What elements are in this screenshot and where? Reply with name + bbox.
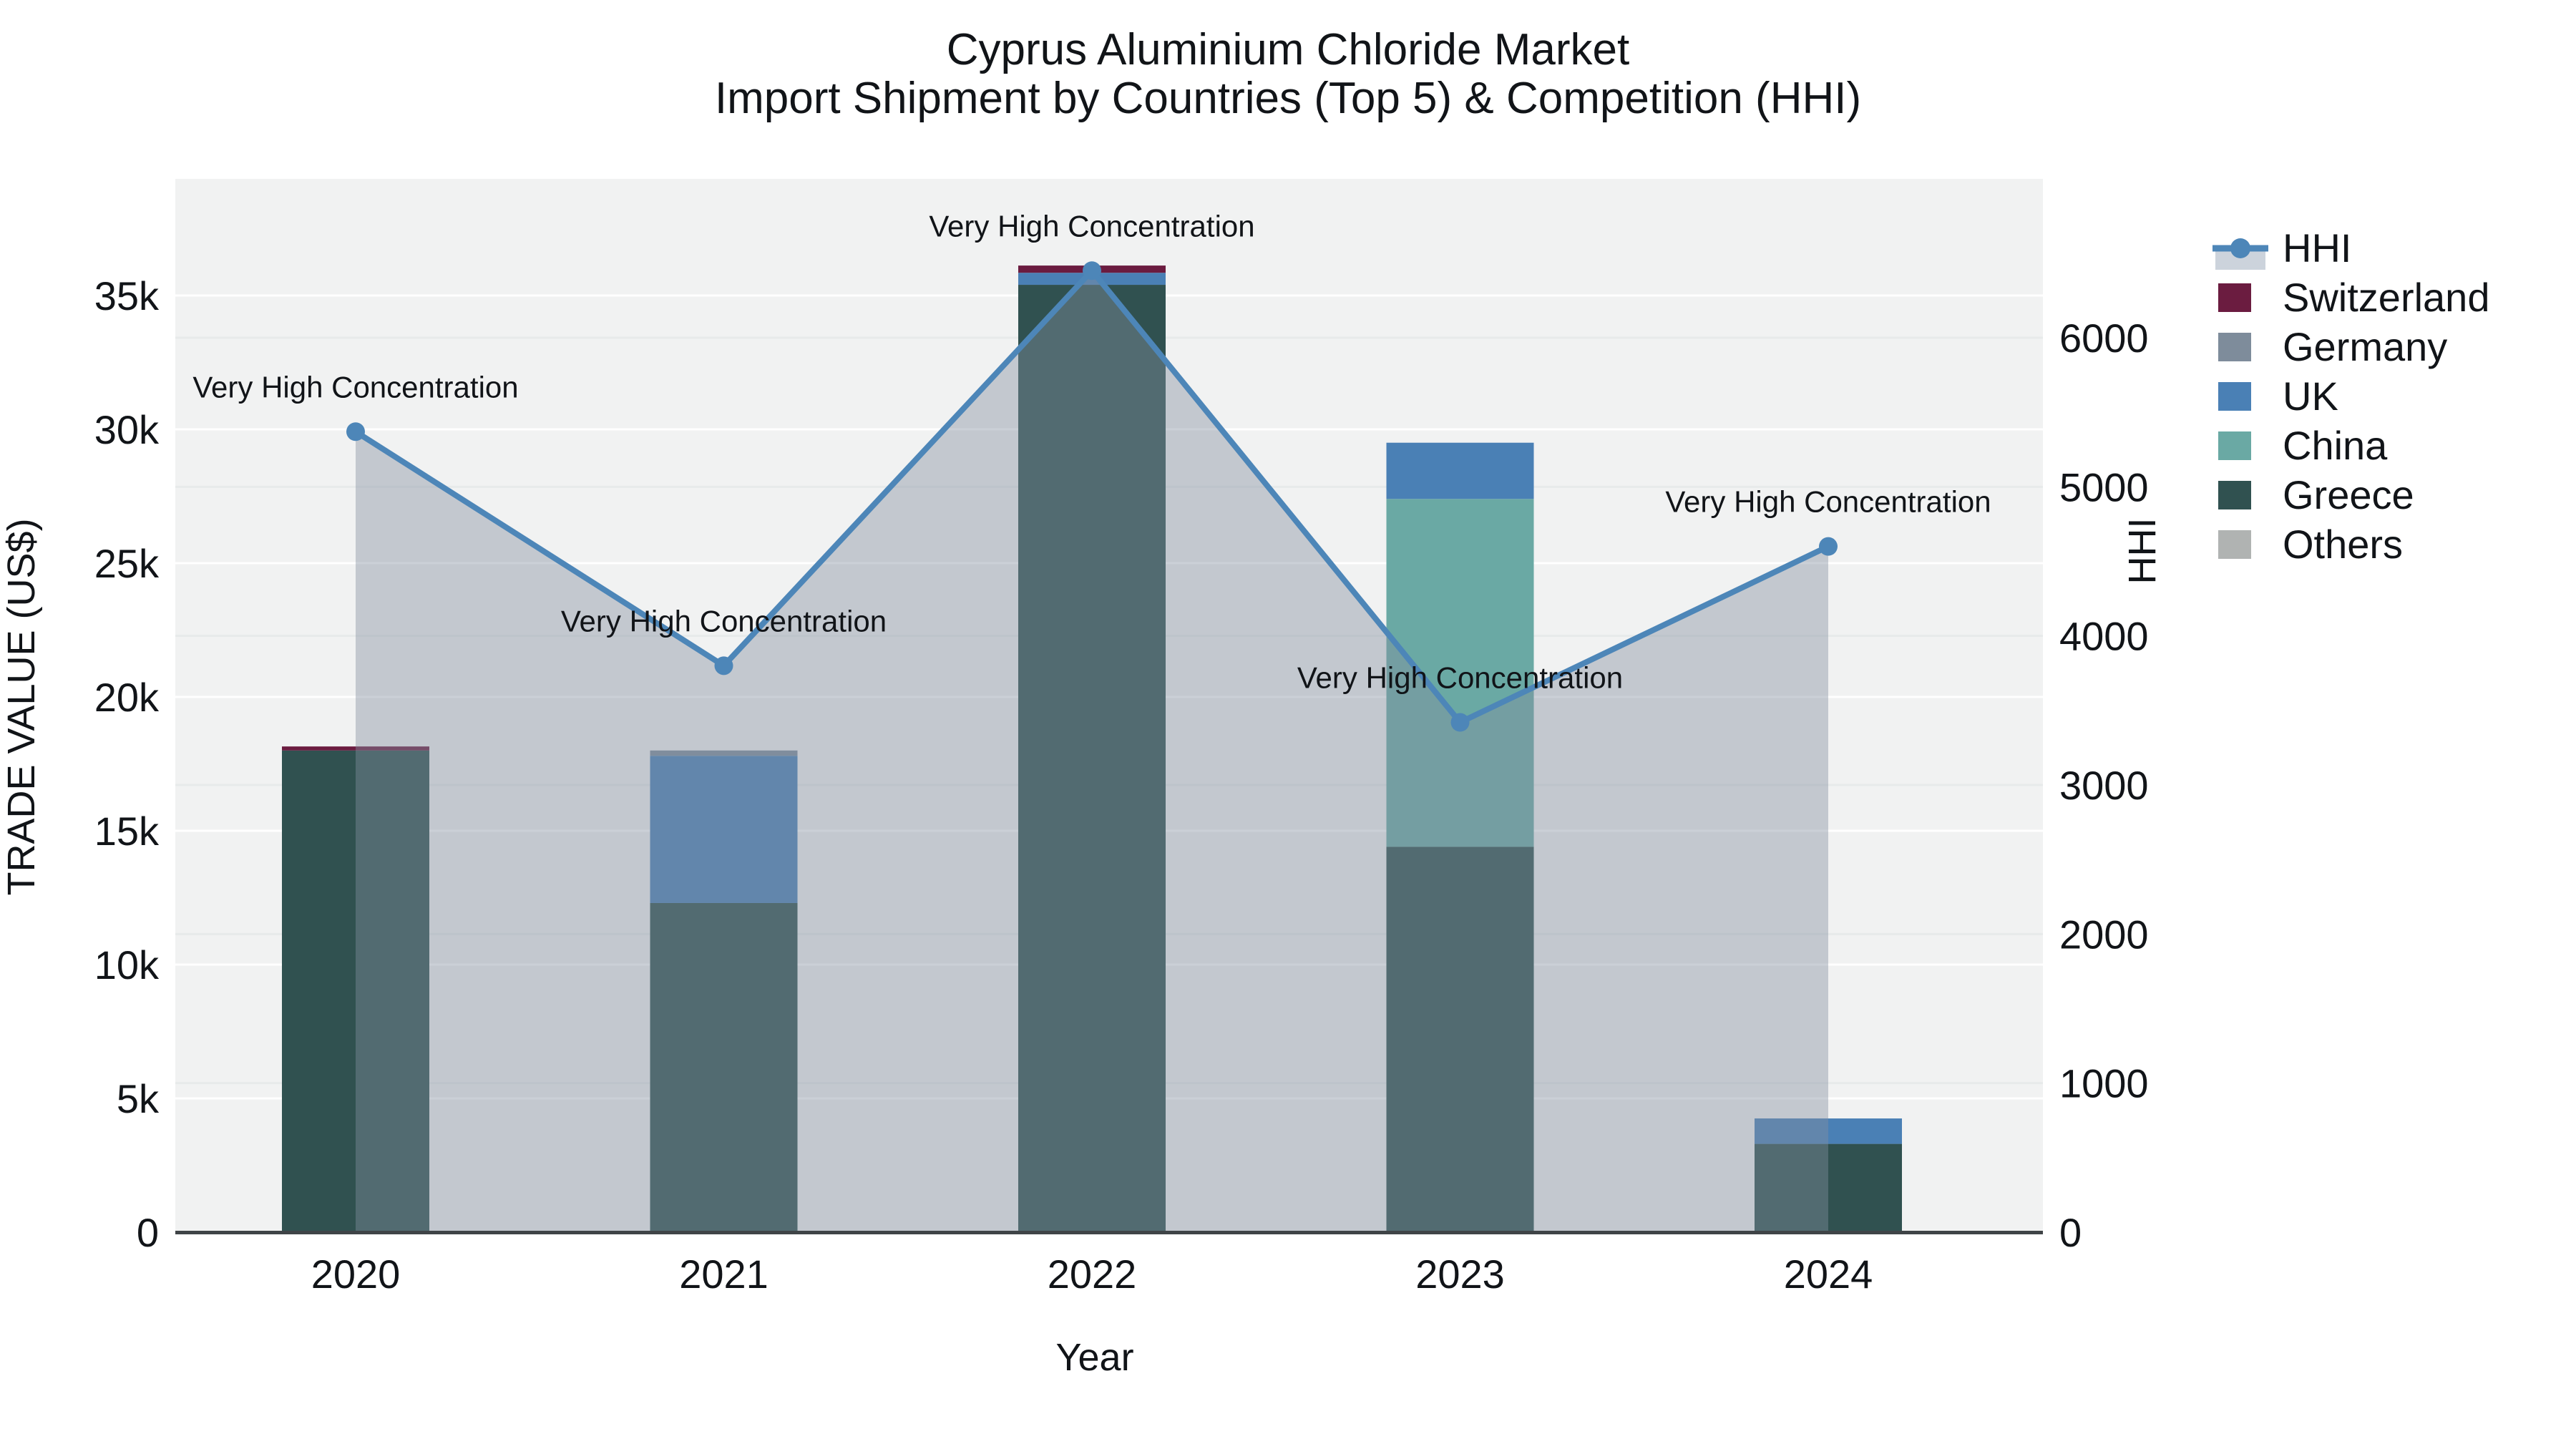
legend-swatch-greece [2218,481,2251,509]
legend-item-hhi[interactable]: HHI [2212,225,2351,270]
annotation-2023: Very High Concentration [1297,661,1623,695]
hhi-marker-2023 [1450,713,1470,732]
legend-item-switzerland[interactable]: Switzerland [2218,275,2489,320]
y-right-tick-5000: 5000 [2059,464,2149,509]
bar-segment-uk-2024 [1755,1118,1902,1144]
hhi-marker-2024 [1819,537,1838,556]
hhi-marker-2021 [714,656,733,675]
x-tick-2021: 2021 [679,1252,769,1297]
bar-segment-uk-2021 [650,756,798,903]
y-left-axis-title: TRADE VALUE (US$) [0,518,43,895]
bar-segment-greece-2022 [1018,285,1166,1232]
x-tick-2023: 2023 [1415,1252,1505,1297]
hhi-marker-2022 [1083,261,1101,280]
legend-swatch-germany [2218,333,2251,361]
legend-label-greece: Greece [2283,472,2414,517]
hhi-area-layer [356,270,1828,1232]
y-right-tick-4000: 4000 [2059,614,2149,659]
legend-label-china: China [2283,423,2388,468]
legend-label-hhi: HHI [2283,225,2351,270]
x-axis-title: Year [1055,1336,1133,1379]
legend-label-switzerland: Switzerland [2283,275,2489,320]
legend-label-germany: Germany [2283,324,2447,369]
y-left-tick-10k: 10k [94,942,160,987]
annotations-layer: Very High Concentration Very High Concent… [192,209,1991,694]
bar-segment-germany-2021 [650,750,798,756]
y-left-tick-labels: 0 5k 10k 15k 20k 25k 30k 35k [94,273,160,1255]
x-tick-2022: 2022 [1048,1252,1137,1297]
bar-segment-greece-2020 [282,750,429,1232]
y-left-tick-25k: 25k [94,541,160,586]
y-left-tick-35k: 35k [94,273,160,318]
hhi-line-layer [346,261,1838,732]
bars-layer [282,265,1902,1232]
y-left-tick-15k: 15k [94,809,160,854]
legend-label-uk: UK [2283,374,2338,419]
legend-item-uk[interactable]: UK [2218,374,2338,419]
hhi-legend-marker [2230,238,2250,258]
legend-item-germany[interactable]: Germany [2218,324,2447,369]
bar-segment-switzerland-2020 [282,746,429,751]
hhi-marker-2020 [346,422,365,441]
bar-segment-greece-2023 [1386,847,1534,1232]
y-right-tick-2000: 2000 [2059,912,2149,957]
y-left-tick-5k: 5k [117,1076,160,1121]
legend-swatch-switzerland [2218,283,2251,312]
y-right-tick-1000: 1000 [2059,1061,2149,1106]
legend-item-others[interactable]: Others [2218,522,2403,567]
annotation-2021: Very High Concentration [561,604,887,638]
y-left-tick-20k: 20k [94,675,160,720]
chart-title-line1: Cyprus Aluminium Chloride Market [947,25,1629,74]
y-right-tick-6000: 6000 [2059,316,2149,361]
bar-segment-uk-2023 [1386,442,1534,499]
legend-swatch-uk [2218,382,2251,411]
annotation-2024: Very High Concentration [1665,485,1991,519]
x-tick-2024: 2024 [1784,1252,1873,1297]
bar-segment-greece-2024 [1755,1143,1902,1232]
x-tick-labels: 2020 2021 2022 2023 2024 [311,1252,1873,1297]
chart-title-line2: Import Shipment by Countries (Top 5) & C… [715,74,1861,123]
y-left-tick-0: 0 [137,1210,159,1255]
y-right-tick-3000: 3000 [2059,763,2149,808]
y-left-tick-30k: 30k [94,407,160,452]
bar-segment-china-2023 [1386,499,1534,847]
legend-swatch-china [2218,431,2251,460]
y-right-tick-0: 0 [2059,1210,2082,1255]
x-tick-2020: 2020 [311,1252,401,1297]
annotation-2020: Very High Concentration [192,370,518,404]
x-axis-line [175,1231,2043,1234]
legend-item-china[interactable]: China [2218,423,2388,468]
legend-item-greece[interactable]: Greece [2218,472,2414,517]
y-right-tick-labels: 0 1000 2000 3000 4000 5000 6000 [2059,316,2149,1255]
annotation-2022: Very High Concentration [929,209,1254,243]
y-right-axis-title: HHI [2121,518,2164,585]
legend-swatch-others [2218,530,2251,559]
bar-segment-greece-2021 [650,902,798,1232]
legend-label-others: Others [2283,522,2403,567]
hhi-area-fill [356,270,1828,1232]
